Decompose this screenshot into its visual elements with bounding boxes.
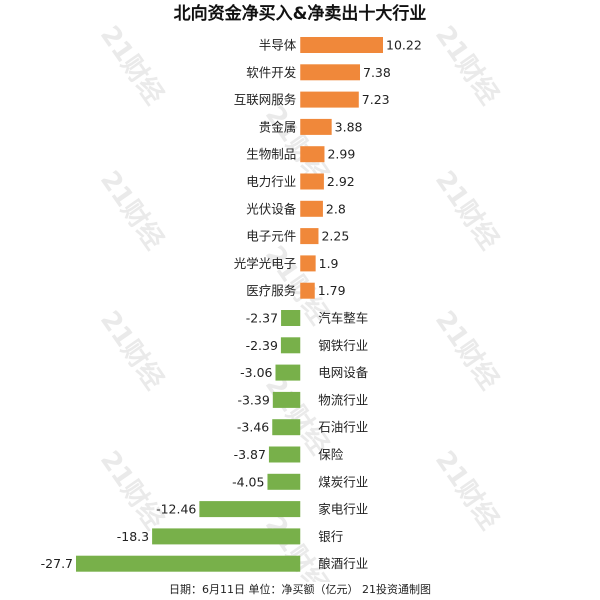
category-label-1: 软件开发 [246, 65, 297, 80]
category-label-16: 煤炭行业 [318, 474, 368, 489]
value-label-18: -18.3 [117, 529, 149, 544]
category-label-19: 酿酒行业 [318, 556, 368, 571]
bar-17 [199, 501, 301, 518]
watermark-logo: 21财经 [429, 305, 505, 395]
value-label-1: 7.38 [363, 65, 391, 80]
value-label-3: 3.88 [335, 119, 363, 134]
bar-18 [152, 528, 301, 545]
bar-4 [300, 146, 325, 163]
value-label-8: 1.9 [319, 256, 339, 271]
category-label-14: 石油行业 [318, 420, 368, 435]
value-label-0: 10.22 [386, 38, 422, 53]
value-label-12: -3.06 [240, 365, 272, 380]
value-label-16: -4.05 [232, 474, 264, 489]
bar-19 [76, 555, 301, 572]
bar-14 [272, 419, 301, 436]
value-label-7: 2.25 [321, 229, 349, 244]
category-label-18: 银行 [318, 529, 343, 544]
category-label-0: 半导体 [259, 38, 297, 53]
value-label-19: -27.7 [41, 556, 73, 571]
value-label-group: 10.22 7.38 7.23 3.88 2.99 2.92 2.8 2.25 1.9 1.79 -… [41, 38, 422, 572]
category-label-7: 电子元件 [246, 229, 296, 244]
value-label-17: -12.46 [156, 502, 196, 517]
value-label-2: 7.23 [362, 92, 390, 107]
bar-6 [300, 200, 323, 217]
category-label-9: 医疗服务 [246, 283, 296, 298]
category-label-5: 电力行业 [246, 174, 296, 189]
chart-title: 北向资金净买入&净卖出十大行业 [173, 4, 427, 24]
category-label-4: 生物制品 [246, 147, 296, 162]
watermark-logo: 21财经 [429, 165, 505, 255]
category-label-12: 电网设备 [318, 365, 369, 380]
bar-13 [272, 391, 301, 408]
value-label-10: -2.37 [246, 311, 278, 326]
watermark-logo: 21财经 [429, 20, 505, 110]
watermark-logo: 21财经 [94, 20, 170, 110]
value-label-5: 2.92 [327, 174, 355, 189]
bar-10 [281, 310, 301, 326]
bar-7 [300, 228, 319, 245]
value-label-15: -3.87 [234, 447, 266, 462]
category-label-17: 家电行业 [318, 502, 368, 517]
bar-5 [300, 173, 324, 190]
bar-16 [267, 473, 301, 490]
footer-note: 日期：6月11日 单位：净买额（亿元） 21投资通制图 [169, 583, 431, 596]
value-label-6: 2.8 [326, 201, 346, 216]
bar-15 [268, 446, 301, 463]
bar-12 [275, 364, 301, 381]
bar-0 [300, 37, 383, 53]
category-label-group: 半导体软件开发互联网服务贵金属生物制品电力行业光伏设备电子元件光学光电子医疗服务… [234, 38, 369, 572]
category-label-3: 贵金属 [259, 119, 297, 134]
category-label-15: 保险 [318, 447, 344, 462]
category-label-11: 钢铁行业 [318, 338, 368, 353]
bar-8 [300, 255, 316, 272]
value-label-13: -3.39 [237, 392, 269, 407]
category-label-10: 汽车整车 [318, 311, 368, 326]
watermark-logo: 21财经 [94, 305, 170, 395]
value-label-9: 1.79 [318, 283, 346, 298]
bar-3 [300, 118, 332, 135]
bar-2 [300, 91, 359, 108]
category-label-2: 互联网服务 [234, 92, 297, 107]
value-label-11: -2.39 [246, 338, 278, 353]
watermark-logo: 21财经 [94, 445, 170, 535]
category-label-13: 物流行业 [318, 392, 368, 407]
category-label-8: 光学光电子 [234, 256, 297, 271]
bar-9 [300, 282, 315, 299]
bar-11 [280, 337, 301, 354]
watermark-logo: 21财经 [94, 165, 170, 255]
value-label-4: 2.99 [327, 147, 355, 162]
value-label-14: -3.46 [237, 420, 269, 435]
bar-group [76, 37, 383, 572]
category-label-6: 光伏设备 [246, 201, 297, 216]
watermark-logo: 21财经 [429, 445, 505, 535]
bar-1 [300, 64, 361, 81]
